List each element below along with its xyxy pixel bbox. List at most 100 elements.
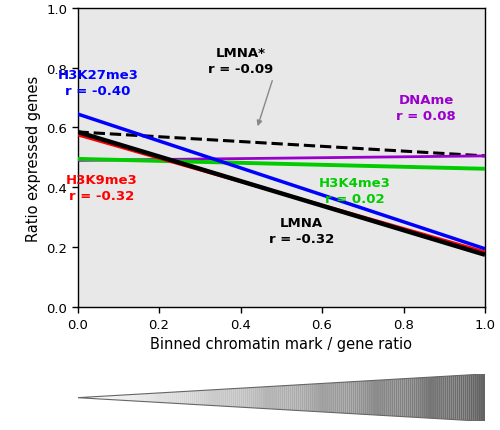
Polygon shape	[188, 391, 190, 404]
Polygon shape	[346, 382, 348, 414]
Polygon shape	[450, 376, 452, 420]
Polygon shape	[271, 387, 273, 409]
Polygon shape	[483, 374, 485, 421]
Polygon shape	[350, 382, 352, 414]
Polygon shape	[184, 391, 186, 404]
Polygon shape	[330, 383, 332, 412]
Polygon shape	[456, 376, 458, 420]
Polygon shape	[242, 388, 244, 408]
Polygon shape	[134, 394, 136, 401]
Polygon shape	[354, 381, 356, 414]
Polygon shape	[98, 396, 100, 399]
Polygon shape	[163, 393, 165, 403]
Text: H3K27me3
r = -0.40: H3K27me3 r = -0.40	[58, 69, 138, 98]
Polygon shape	[180, 392, 182, 404]
Polygon shape	[358, 381, 360, 414]
Polygon shape	[224, 389, 226, 406]
Polygon shape	[138, 394, 140, 402]
Polygon shape	[304, 384, 306, 411]
Polygon shape	[157, 393, 159, 402]
Text: DNAme
r = 0.08: DNAme r = 0.08	[396, 94, 456, 123]
Polygon shape	[222, 389, 224, 406]
Polygon shape	[458, 375, 460, 420]
Polygon shape	[452, 376, 454, 420]
Polygon shape	[228, 389, 230, 407]
Polygon shape	[363, 381, 365, 415]
Polygon shape	[402, 379, 404, 417]
Polygon shape	[426, 378, 428, 418]
Polygon shape	[464, 375, 466, 421]
Polygon shape	[236, 388, 238, 407]
Polygon shape	[102, 396, 104, 399]
Polygon shape	[90, 397, 92, 399]
Polygon shape	[414, 378, 416, 418]
Polygon shape	[210, 390, 212, 405]
Polygon shape	[290, 385, 292, 410]
Polygon shape	[385, 380, 387, 416]
Polygon shape	[367, 381, 369, 415]
Polygon shape	[275, 386, 277, 409]
Polygon shape	[470, 375, 473, 421]
Polygon shape	[320, 384, 322, 412]
Polygon shape	[149, 393, 151, 402]
Polygon shape	[369, 381, 371, 415]
Polygon shape	[296, 385, 298, 411]
Polygon shape	[267, 387, 269, 409]
Polygon shape	[140, 394, 142, 402]
Polygon shape	[240, 388, 242, 407]
Text: H3K4me3
r = 0.02: H3K4me3 r = 0.02	[318, 176, 390, 206]
Polygon shape	[230, 389, 232, 407]
Polygon shape	[406, 378, 407, 417]
Polygon shape	[336, 383, 338, 413]
Polygon shape	[432, 377, 434, 418]
Polygon shape	[234, 389, 236, 407]
Polygon shape	[375, 381, 377, 415]
Polygon shape	[206, 390, 208, 405]
Polygon shape	[92, 397, 94, 399]
Polygon shape	[294, 385, 296, 410]
Polygon shape	[338, 383, 340, 413]
Polygon shape	[204, 390, 206, 405]
Polygon shape	[178, 392, 180, 404]
Polygon shape	[440, 377, 442, 419]
Polygon shape	[265, 387, 267, 409]
Polygon shape	[132, 394, 134, 401]
Polygon shape	[106, 396, 108, 399]
Polygon shape	[255, 387, 257, 408]
Polygon shape	[387, 380, 389, 416]
Polygon shape	[430, 377, 432, 418]
Polygon shape	[302, 384, 304, 411]
Polygon shape	[161, 393, 163, 403]
Polygon shape	[186, 391, 188, 404]
Polygon shape	[334, 383, 336, 413]
Polygon shape	[142, 394, 144, 402]
Polygon shape	[310, 384, 312, 412]
Polygon shape	[202, 390, 204, 405]
Polygon shape	[208, 390, 210, 405]
Y-axis label: Ratio expressed genes: Ratio expressed genes	[26, 75, 40, 241]
Polygon shape	[454, 376, 456, 420]
Polygon shape	[84, 397, 86, 398]
Polygon shape	[379, 380, 381, 415]
Polygon shape	[352, 382, 354, 414]
Polygon shape	[94, 397, 96, 399]
Polygon shape	[212, 390, 214, 405]
Polygon shape	[200, 390, 202, 405]
Polygon shape	[444, 376, 446, 419]
Polygon shape	[340, 382, 342, 413]
Polygon shape	[136, 394, 138, 401]
Polygon shape	[448, 376, 450, 419]
Polygon shape	[153, 393, 155, 402]
Polygon shape	[438, 377, 440, 419]
Polygon shape	[108, 396, 110, 399]
Polygon shape	[190, 391, 192, 404]
Polygon shape	[120, 395, 122, 400]
Polygon shape	[373, 381, 375, 415]
Polygon shape	[126, 395, 128, 401]
Polygon shape	[475, 375, 477, 421]
Polygon shape	[116, 396, 118, 400]
Polygon shape	[151, 393, 153, 402]
Polygon shape	[194, 391, 196, 405]
Polygon shape	[332, 383, 334, 413]
Polygon shape	[252, 387, 255, 408]
